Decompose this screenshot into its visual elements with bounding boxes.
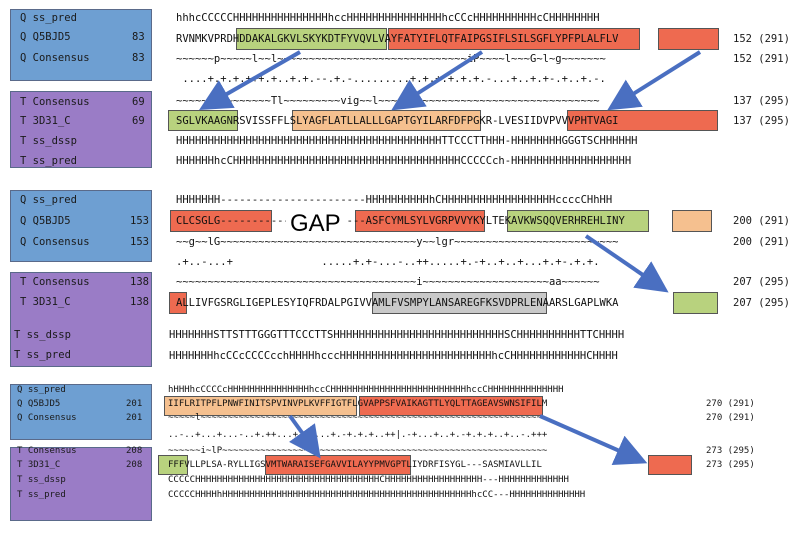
end-q-consensus: 152 (291) bbox=[733, 53, 790, 65]
seq-t-consensus-3: ~~~~~~i~lP~~~~~~~~~~~~~~~~~~~~~~~~~~~~~~… bbox=[168, 446, 548, 456]
start-t-seq-2: 138 bbox=[130, 296, 149, 308]
seq-q-consensus-3: ~~~~~l~~~~~~~~~~~~~~~~~~~~~~~~~~~~~~~~~~… bbox=[168, 413, 542, 423]
label-q-seq: Q Q5BJD5 bbox=[20, 31, 71, 43]
label-q-ss-pred-2: Q ss_pred bbox=[20, 194, 77, 206]
highlight-t-helix-3 bbox=[567, 110, 718, 131]
highlight-t-helix-8 bbox=[265, 455, 411, 475]
highlight-q-helix-1 bbox=[236, 28, 387, 50]
start-q-consensus-3: 201 bbox=[126, 413, 143, 423]
end-t-consensus: 137 (295) bbox=[733, 95, 790, 107]
end-t-seq-3: 273 (295) bbox=[706, 460, 755, 470]
start-t-seq: 69 bbox=[132, 115, 145, 127]
highlight-t-helix-9 bbox=[648, 455, 692, 475]
highlight-t-helix-5 bbox=[372, 292, 547, 314]
end-q-consensus-2: 200 (291) bbox=[733, 236, 790, 248]
label-t-seq-2: T 3D31_C bbox=[20, 296, 71, 308]
highlight-q-helix-3 bbox=[658, 28, 719, 50]
label-q-seq-2: Q Q5BJD5 bbox=[20, 215, 71, 227]
end-q-seq: 152 (291) bbox=[733, 33, 790, 45]
start-q-seq-2: 153 bbox=[130, 215, 149, 227]
start-t-consensus-3: 208 bbox=[126, 446, 143, 456]
seq-t-sequence: SGLVKAAGNRSVISSFFLSLYAGFLATLLALLLGAPTGYI… bbox=[176, 115, 619, 127]
arrow-4 bbox=[584, 234, 669, 293]
highlight-t-helix-2 bbox=[292, 110, 481, 131]
seq-t-consensus: ~~~~~~~~~~~~~~~Tl~~~~~~~~~vig~~l~~~~~~~~… bbox=[176, 95, 600, 107]
seq-t-consensus-2: ~~~~~~~~~~~~~~~~~~~~~~~~~~~~~~~~~~~~~~i~… bbox=[176, 276, 600, 288]
highlight-q-helix-7 bbox=[164, 396, 357, 416]
label-t-ss-dssp: T ss_dssp bbox=[20, 135, 77, 147]
highlight-q-helix-4a bbox=[170, 210, 272, 232]
highlight-q-helix-4b bbox=[355, 210, 485, 232]
start-q-seq: 83 bbox=[132, 31, 145, 43]
label-t-consensus-2: T Consensus bbox=[20, 276, 90, 288]
start-q-seq-3: 201 bbox=[126, 399, 143, 409]
end-q-consensus-3: 270 (291) bbox=[706, 413, 755, 423]
start-q-consensus: 83 bbox=[132, 52, 145, 64]
seq-q-sequence-3: IIFLRITPFLPNWFINITSPVINVPLKVFFIGTFLGVAPP… bbox=[168, 399, 548, 409]
highlight-q-helix-5 bbox=[507, 210, 649, 232]
arrow-1 bbox=[199, 50, 301, 110]
label-q-seq-3: Q Q5BJD5 bbox=[17, 399, 61, 409]
seq-t-ss-pred-3: CCCCCHHHHhHHHHHHHHHHHHHHHHHHHHHHHHHHHHHH… bbox=[168, 490, 586, 500]
end-q-seq-2: 200 (291) bbox=[733, 215, 790, 227]
highlight-t-helix-7 bbox=[158, 455, 188, 475]
seq-t-ss-dssp-3: CCCCCHHHHHHHHHHHHHHHHHHHHHHHHHHHHHHHHHHC… bbox=[168, 475, 569, 485]
label-t-seq-3: T 3D31_C bbox=[17, 460, 61, 470]
seq-t-ss-pred-2: HHHHHHHhcCCcCCCCcchHHHHhcccHHHHHHHHHHHHH… bbox=[169, 350, 618, 362]
start-t-seq-3: 208 bbox=[126, 460, 143, 470]
seq-q-consensus-2: ~~g~~lG~~~~~~~~~~~~~~~~~~~~~~~~~~~~~~~y~… bbox=[176, 236, 619, 248]
label-t-ss-dssp-2: T ss_dssp bbox=[14, 329, 71, 341]
highlight-q-helix-2 bbox=[388, 28, 640, 50]
end-q-seq-3: 270 (291) bbox=[706, 399, 755, 409]
highlight-q-helix-8 bbox=[359, 396, 543, 416]
label-q-ss-pred-3: Q ss_pred bbox=[17, 385, 66, 395]
start-q-consensus-2: 153 bbox=[130, 236, 149, 248]
query-panel-1 bbox=[10, 9, 152, 81]
label-t-seq: T 3D31_C bbox=[20, 115, 71, 127]
seq-match-line: ....+.+.+.+++.+..+.+.--.+.-.........+.+.… bbox=[176, 73, 606, 85]
end-t-consensus-3: 273 (295) bbox=[706, 446, 755, 456]
query-panel-3 bbox=[10, 384, 152, 440]
arrow-5 bbox=[288, 414, 321, 459]
label-q-consensus-2: Q Consensus bbox=[20, 236, 90, 248]
end-t-consensus-2: 207 (295) bbox=[733, 276, 790, 288]
seq-t-sequence-3: FFFVLLPLSA-RYLLIGSVMTWARAISEFGAVVILAYYPM… bbox=[168, 460, 542, 470]
arrow-2 bbox=[391, 50, 484, 111]
seq-q-ss-pred-3: hHHHhcCCCCcHHHHHHHHHHHHHHHhccCHHHHHHHHHH… bbox=[168, 385, 564, 395]
highlight-t-helix-4 bbox=[169, 292, 187, 314]
label-q-consensus-3: Q Consensus bbox=[17, 413, 77, 423]
query-panel-2 bbox=[10, 190, 152, 262]
label-t-consensus: T Consensus bbox=[20, 96, 90, 108]
end-t-seq-2: 207 (295) bbox=[733, 297, 790, 309]
label-t-ss-pred: T ss_pred bbox=[20, 155, 77, 167]
start-t-consensus-2: 138 bbox=[130, 276, 149, 288]
seq-q-sequence: RVNMKVPRDHDDAKALGKVLSKYKDTFYVQVLVAYFATYI… bbox=[176, 33, 619, 45]
label-q-consensus: Q Consensus bbox=[20, 52, 90, 64]
seq-t-ss-pred: HHHHHHhcCHHHHHHHHHHHHHHHHHHHHHHHHHHHHHHH… bbox=[176, 155, 632, 167]
highlight-t-helix-1 bbox=[168, 110, 238, 131]
label-q-ss-pred: Q ss_pred bbox=[20, 12, 77, 24]
seq-q-ss-pred-2: HHHHHHH-----------------------HHHHHHHHHH… bbox=[176, 194, 613, 206]
template-panel-3 bbox=[10, 447, 152, 521]
start-t-consensus: 69 bbox=[132, 96, 145, 108]
label-t-ss-dssp-3: T ss_dssp bbox=[17, 475, 66, 485]
seq-match-line-2: .+..-...+ .....+.+-...-..++.....+.-+..+.… bbox=[176, 256, 600, 268]
seq-t-ss-dssp-2: HHHHHHHSTTSTTTGGGTTTCCCTTSHHHHHHHHHHHHHH… bbox=[169, 329, 625, 341]
highlight-t-helix-6 bbox=[673, 292, 718, 314]
template-panel-1 bbox=[10, 91, 152, 168]
seq-q-ss-pred: hhhcCCCCCHHHHHHHHHHHHHHHhccHHHHHHHHHHHHH… bbox=[176, 12, 600, 24]
arrow-6 bbox=[539, 414, 648, 465]
gap-label: GAP bbox=[286, 210, 345, 238]
label-t-consensus-3: T Consensus bbox=[17, 446, 77, 456]
seq-t-ss-dssp: HHHHHHHHHHHHHHHHHHHHHHHHHHHHHHHHHHHHHHHH… bbox=[176, 135, 638, 147]
template-panel-2 bbox=[10, 272, 152, 367]
highlight-q-helix-6 bbox=[672, 210, 712, 232]
arrow-3 bbox=[607, 50, 702, 111]
label-t-ss-pred-2: T ss_pred bbox=[14, 349, 71, 361]
label-t-ss-pred-3: T ss_pred bbox=[17, 490, 66, 500]
seq-match-line-3: ..-..+...+...-..+.++...+.+....+.-+.+.+..… bbox=[168, 430, 548, 440]
end-t-seq: 137 (295) bbox=[733, 115, 790, 127]
seq-t-sequence-2: ALLIVFGSRGLIGEPLESYIQFRDALPGIVVAMLFVSMPY… bbox=[176, 297, 619, 309]
